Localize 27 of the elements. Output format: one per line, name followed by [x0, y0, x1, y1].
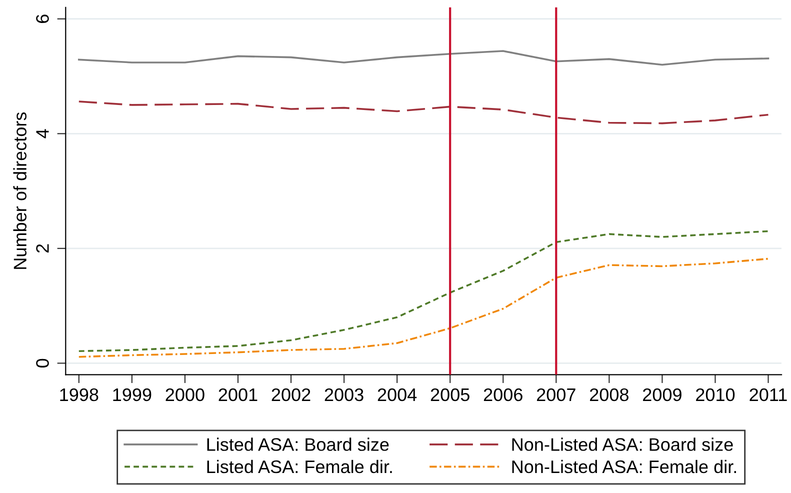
y-tick-label: 0: [36, 358, 49, 368]
legend-label: Non-Listed ASA: Female dir.: [512, 460, 736, 474]
x-tick-label: 1999: [113, 388, 152, 402]
y-tick-label: 4: [36, 129, 49, 138]
x-tick-label: 2004: [378, 388, 417, 402]
x-tick-label: 2002: [272, 388, 310, 402]
x-tick-label: 2000: [166, 388, 204, 402]
y-tick-label: 2: [36, 244, 49, 253]
y-axis-title: Number of directors: [13, 112, 27, 269]
x-tick-label: 2001: [218, 388, 258, 402]
x-tick-label: 2006: [484, 388, 522, 402]
legend-label: Listed ASA: Board size: [207, 438, 389, 451]
line-series: [78, 100, 770, 124]
line-series: [78, 230, 770, 352]
x-tick-label: 1998: [60, 388, 98, 402]
x-tick-label: 2009: [643, 388, 682, 402]
x-tick-label: 2005: [430, 388, 470, 402]
x-tick-label: 2010: [696, 388, 735, 402]
x-tick-label: 2007: [536, 388, 576, 402]
legend-label: Non-Listed ASA: Board size: [512, 438, 733, 451]
y-tick-label: 6: [36, 14, 49, 23]
x-tick-label: 2008: [590, 388, 628, 402]
line-series: [78, 258, 770, 358]
x-tick-label: 2003: [324, 388, 364, 402]
line-series: [78, 50, 770, 66]
x-tick-label: 2011: [750, 388, 787, 402]
legend-label: Listed ASA: Female dir.: [207, 460, 392, 474]
